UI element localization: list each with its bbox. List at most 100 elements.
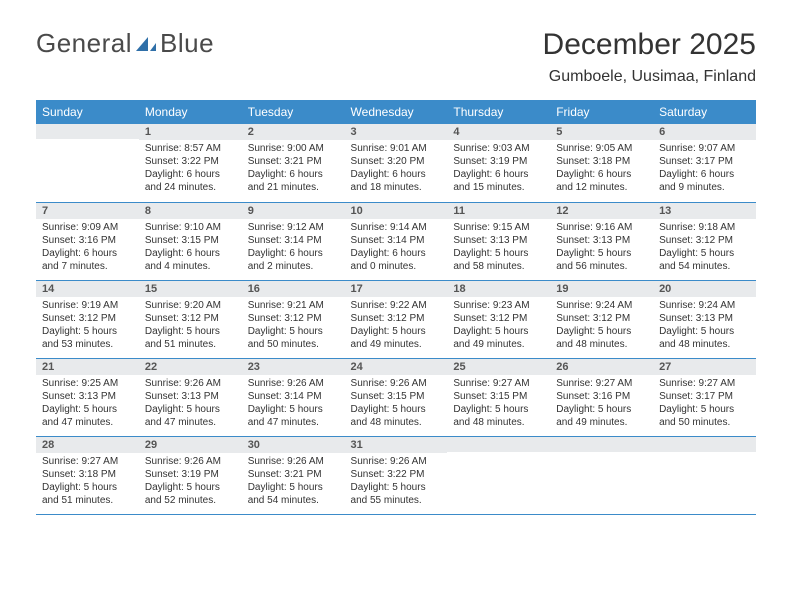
day-number: 4 (447, 124, 550, 140)
sunset-text: Sunset: 3:12 PM (145, 312, 236, 325)
day-details: Sunrise: 9:01 AMSunset: 3:20 PMDaylight:… (345, 140, 448, 198)
daylight-text: Daylight: 6 hours and 15 minutes. (453, 168, 544, 194)
daylight-text: Daylight: 6 hours and 18 minutes. (351, 168, 442, 194)
sunrise-text: Sunrise: 9:26 AM (248, 455, 339, 468)
calendar-week-row: 28Sunrise: 9:27 AMSunset: 3:18 PMDayligh… (36, 436, 756, 514)
calendar-day-cell: 27Sunrise: 9:27 AMSunset: 3:17 PMDayligh… (653, 358, 756, 436)
sunrise-text: Sunrise: 9:14 AM (351, 221, 442, 234)
sunset-text: Sunset: 3:16 PM (556, 390, 647, 403)
day-number: 7 (36, 203, 139, 219)
day-number: 1 (139, 124, 242, 140)
day-details: Sunrise: 9:09 AMSunset: 3:16 PMDaylight:… (36, 219, 139, 277)
header: General Blue December 2025 Gumboele, Uus… (36, 28, 756, 86)
day-details: Sunrise: 9:22 AMSunset: 3:12 PMDaylight:… (345, 297, 448, 355)
sunset-text: Sunset: 3:13 PM (453, 234, 544, 247)
day-details: Sunrise: 9:23 AMSunset: 3:12 PMDaylight:… (447, 297, 550, 355)
sunrise-text: Sunrise: 9:15 AM (453, 221, 544, 234)
daylight-text: Daylight: 5 hours and 50 minutes. (659, 403, 750, 429)
calendar-day-cell: 3Sunrise: 9:01 AMSunset: 3:20 PMDaylight… (345, 124, 448, 202)
day-details: Sunrise: 9:24 AMSunset: 3:13 PMDaylight:… (653, 297, 756, 355)
sunrise-text: Sunrise: 9:20 AM (145, 299, 236, 312)
daylight-text: Daylight: 5 hours and 56 minutes. (556, 247, 647, 273)
sail-icon (134, 35, 158, 53)
day-number: 16 (242, 281, 345, 297)
daylight-text: Daylight: 6 hours and 4 minutes. (145, 247, 236, 273)
sunrise-text: Sunrise: 9:09 AM (42, 221, 133, 234)
calendar-day-cell: 11Sunrise: 9:15 AMSunset: 3:13 PMDayligh… (447, 202, 550, 280)
daylight-text: Daylight: 5 hours and 54 minutes. (248, 481, 339, 507)
daylight-text: Daylight: 6 hours and 0 minutes. (351, 247, 442, 273)
sunrise-text: Sunrise: 9:03 AM (453, 142, 544, 155)
day-details: Sunrise: 9:16 AMSunset: 3:13 PMDaylight:… (550, 219, 653, 277)
day-number: 13 (653, 203, 756, 219)
weekday-header: Wednesday (345, 100, 448, 124)
day-details: Sunrise: 9:26 AMSunset: 3:14 PMDaylight:… (242, 375, 345, 433)
day-number: 17 (345, 281, 448, 297)
day-details: Sunrise: 9:27 AMSunset: 3:16 PMDaylight:… (550, 375, 653, 433)
sunrise-text: Sunrise: 9:27 AM (453, 377, 544, 390)
sunrise-text: Sunrise: 9:16 AM (556, 221, 647, 234)
calendar-day-cell: 10 Sunrise: 9:14 AMSunset: 3:14 PMDayligh… (345, 202, 448, 280)
sunset-text: Sunset: 3:21 PM (248, 155, 339, 168)
sunset-text: Sunset: 3:13 PM (556, 234, 647, 247)
month-title: December 2025 (543, 28, 756, 62)
calendar-day-cell: 1Sunrise: 8:57 AMSunset: 3:22 PMDaylight… (139, 124, 242, 202)
day-number: 19 (550, 281, 653, 297)
sunrise-text: Sunrise: 9:21 AM (248, 299, 339, 312)
weekday-header: Tuesday (242, 100, 345, 124)
day-details (447, 452, 550, 502)
sunset-text: Sunset: 3:14 PM (351, 234, 442, 247)
sunset-text: Sunset: 3:22 PM (351, 468, 442, 481)
calendar-table: Sunday Monday Tuesday Wednesday Thursday… (36, 100, 756, 515)
sunrise-text: Sunrise: 9:26 AM (248, 377, 339, 390)
day-number: 6 (653, 124, 756, 140)
day-details: Sunrise: 9:07 AMSunset: 3:17 PMDaylight:… (653, 140, 756, 198)
day-number (447, 437, 550, 452)
sunset-text: Sunset: 3:18 PM (556, 155, 647, 168)
day-number: 14 (36, 281, 139, 297)
daylight-text: Daylight: 5 hours and 47 minutes. (42, 403, 133, 429)
day-details: Sunrise: 9:26 AMSunset: 3:13 PMDaylight:… (139, 375, 242, 433)
daylight-text: Daylight: 5 hours and 48 minutes. (453, 403, 544, 429)
sunrise-text: Sunrise: 9:24 AM (556, 299, 647, 312)
day-number: 2 (242, 124, 345, 140)
day-number: 10 (345, 203, 448, 219)
weekday-header: Monday (139, 100, 242, 124)
title-block: December 2025 Gumboele, Uusimaa, Finland (543, 28, 756, 86)
calendar-day-cell: 29Sunrise: 9:26 AMSunset: 3:19 PMDayligh… (139, 436, 242, 514)
sunrise-text: Sunrise: 9:27 AM (556, 377, 647, 390)
calendar-day-cell: 25Sunrise: 9:27 AMSunset: 3:15 PMDayligh… (447, 358, 550, 436)
location-text: Gumboele, Uusimaa, Finland (543, 68, 756, 86)
daylight-text: Daylight: 5 hours and 52 minutes. (145, 481, 236, 507)
day-number (653, 437, 756, 452)
logo-text-right: Blue (160, 28, 214, 59)
daylight-text: Daylight: 5 hours and 51 minutes. (145, 325, 236, 351)
sunset-text: Sunset: 3:13 PM (145, 390, 236, 403)
calendar-day-cell: 9Sunrise: 9:12 AMSunset: 3:14 PMDaylight… (242, 202, 345, 280)
calendar-day-cell (550, 436, 653, 514)
daylight-text: Daylight: 5 hours and 48 minutes. (556, 325, 647, 351)
sunset-text: Sunset: 3:21 PM (248, 468, 339, 481)
day-number: 29 (139, 437, 242, 453)
daylight-text: Daylight: 5 hours and 47 minutes. (145, 403, 236, 429)
sunset-text: Sunset: 3:13 PM (42, 390, 133, 403)
calendar-week-row: 7Sunrise: 9:09 AMSunset: 3:16 PMDaylight… (36, 202, 756, 280)
calendar-day-cell: 17Sunrise: 9:22 AMSunset: 3:12 PMDayligh… (345, 280, 448, 358)
weekday-header: Sunday (36, 100, 139, 124)
day-number: 15 (139, 281, 242, 297)
calendar-day-cell: 22Sunrise: 9:26 AMSunset: 3:13 PMDayligh… (139, 358, 242, 436)
sunset-text: Sunset: 3:14 PM (248, 390, 339, 403)
sunrise-text: Sunrise: 9:18 AM (659, 221, 750, 234)
calendar-day-cell: 13Sunrise: 9:18 AMSunset: 3:12 PMDayligh… (653, 202, 756, 280)
sunset-text: Sunset: 3:13 PM (659, 312, 750, 325)
day-number: 27 (653, 359, 756, 375)
sunrise-text: Sunrise: 9:10 AM (145, 221, 236, 234)
calendar-day-cell: 5Sunrise: 9:05 AMSunset: 3:18 PMDaylight… (550, 124, 653, 202)
daylight-text: Daylight: 5 hours and 51 minutes. (42, 481, 133, 507)
sunrise-text: Sunrise: 9:24 AM (659, 299, 750, 312)
day-number: 30 (242, 437, 345, 453)
daylight-text: Daylight: 5 hours and 49 minutes. (453, 325, 544, 351)
daylight-text: Daylight: 5 hours and 48 minutes. (351, 403, 442, 429)
day-details: Sunrise: 9:27 AMSunset: 3:18 PMDaylight:… (36, 453, 139, 511)
sunrise-text: Sunrise: 9:26 AM (145, 377, 236, 390)
